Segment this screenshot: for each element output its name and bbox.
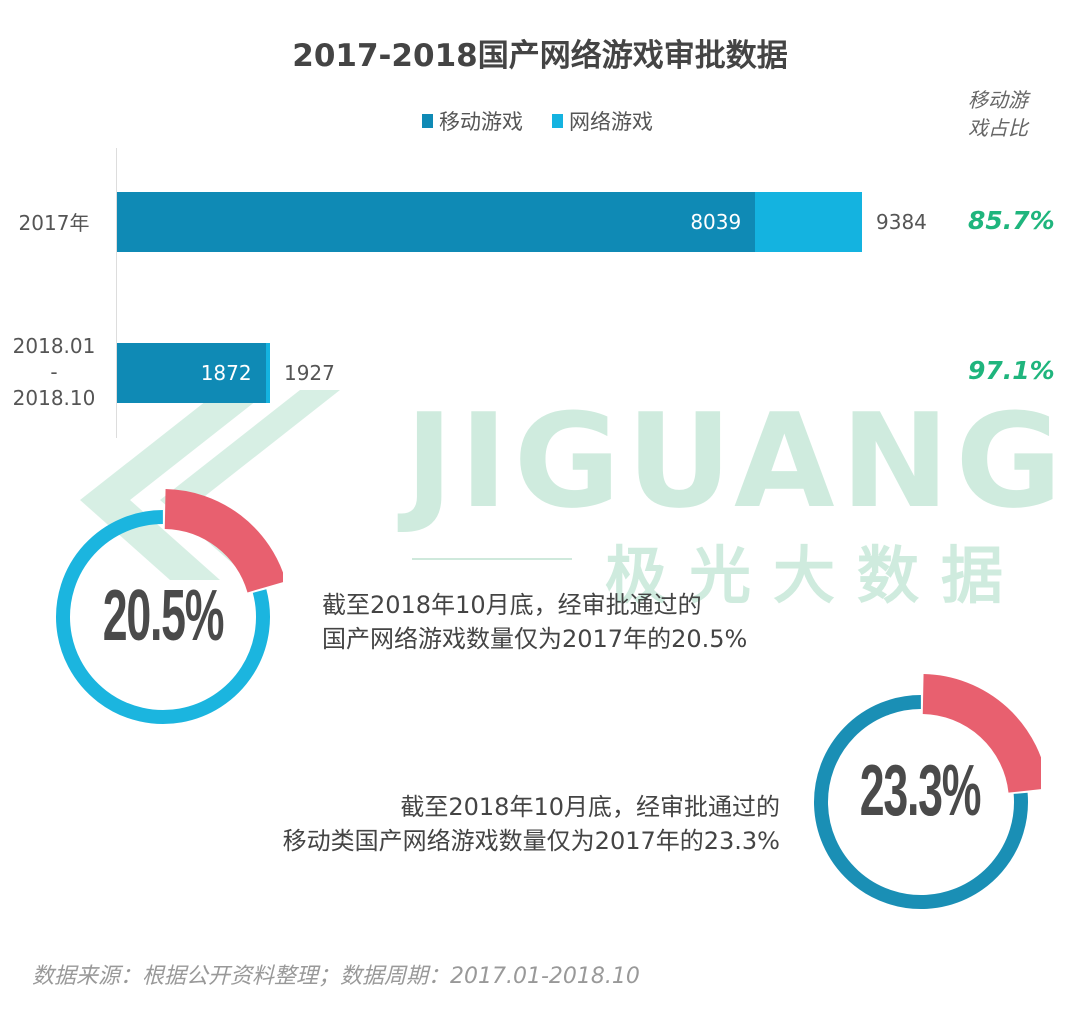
watermark-cn: 极光大数据 bbox=[605, 539, 1026, 612]
donut-chart-23-3 bbox=[814, 674, 1041, 909]
y-tick-label: 2018.01 - 2018.10 bbox=[4, 333, 104, 411]
total-value-label: 9384 bbox=[876, 210, 927, 234]
chart-title: 2017-2018国产网络游戏审批数据 bbox=[292, 38, 788, 74]
donut-value-label: 23.3% bbox=[859, 751, 982, 831]
y-tick-label: 2017年 bbox=[18, 211, 90, 235]
watermark-text: JIGUANG bbox=[405, 385, 1069, 537]
note-line: 截至2018年10月底，经审批通过的 bbox=[400, 793, 780, 821]
mobile-value-label: 1872 bbox=[200, 361, 252, 385]
donut-note: 截至2018年10月底，经审批通过的 移动类国产网络游戏数量仅为2017年的23… bbox=[170, 790, 780, 858]
share-value: 97.1% bbox=[968, 356, 1055, 385]
legend-swatch bbox=[422, 114, 433, 128]
donut-note: 截至2018年10月底，经审批通过的 国产网络游戏数量仅为2017年的20.5% bbox=[322, 588, 747, 656]
total-value-label: 1927 bbox=[283, 361, 335, 385]
mobile-value-label: 8039 bbox=[690, 210, 742, 234]
donut-ring bbox=[814, 695, 1028, 909]
note-line: 截至2018年10月底，经审批通过的 bbox=[322, 591, 702, 619]
donut-highlight-segment bbox=[922, 674, 1041, 794]
y-tick-line: - bbox=[50, 360, 58, 384]
share-header-line: 戏占比 bbox=[968, 116, 1028, 140]
y-axis bbox=[116, 148, 117, 438]
bar-segment-mobile bbox=[117, 343, 266, 403]
note-line: 移动类国产网络游戏数量仅为2017年的23.3% bbox=[282, 827, 780, 855]
legend-label: 网络游戏 bbox=[569, 110, 653, 134]
share-header: 移动游 戏占比 bbox=[968, 86, 1048, 142]
y-tick-line: 2018.10 bbox=[12, 386, 96, 410]
donut-highlight-segment bbox=[164, 489, 283, 594]
share-header-line: 移动游 bbox=[968, 88, 1028, 112]
legend-label: 移动游戏 bbox=[439, 110, 523, 134]
bar-segment-mobile bbox=[117, 192, 756, 252]
watermark-line bbox=[412, 558, 572, 560]
legend-item-online: 网络游戏 bbox=[552, 106, 653, 136]
bar-segment-online bbox=[265, 343, 270, 403]
donut-chart-20-5 bbox=[56, 489, 283, 724]
source-note: 数据来源：根据公开资料整理；数据周期：2017.01-2018.10 bbox=[32, 964, 640, 989]
legend-swatch bbox=[552, 114, 563, 128]
legend-item-mobile: 移动游戏 bbox=[422, 106, 523, 136]
share-value: 85.7% bbox=[968, 206, 1055, 235]
y-tick-line: 2018.01 bbox=[12, 334, 96, 358]
bar-segment-online bbox=[755, 192, 862, 252]
donut-ring bbox=[56, 510, 270, 724]
note-line: 国产网络游戏数量仅为2017年的20.5% bbox=[322, 625, 748, 653]
donut-value-label: 20.5% bbox=[102, 576, 225, 656]
